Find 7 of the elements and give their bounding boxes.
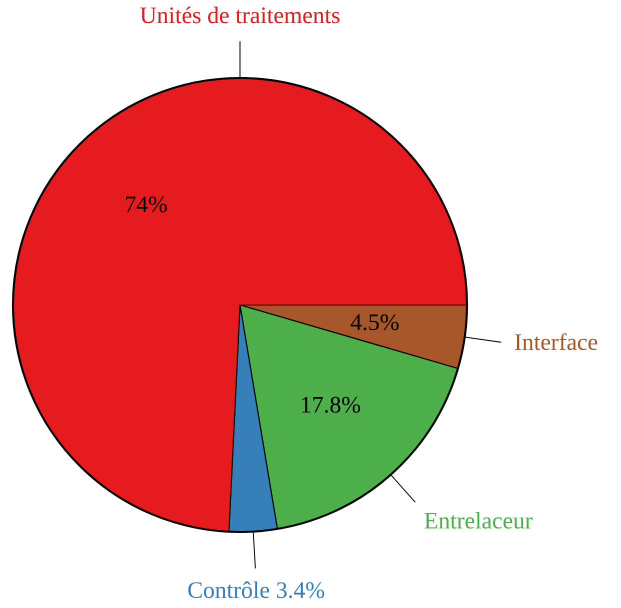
slice-label: Contrôle 3.4% — [188, 581, 324, 598]
slice-label: Entrelaceur — [424, 512, 533, 529]
data-label: 17.8% — [302, 396, 360, 413]
data-label: 74% — [126, 196, 167, 212]
slice-label: Unités de traitements — [140, 6, 340, 24]
data-label: 4.5% — [350, 314, 399, 330]
slice-label: Interface — [515, 333, 598, 350]
